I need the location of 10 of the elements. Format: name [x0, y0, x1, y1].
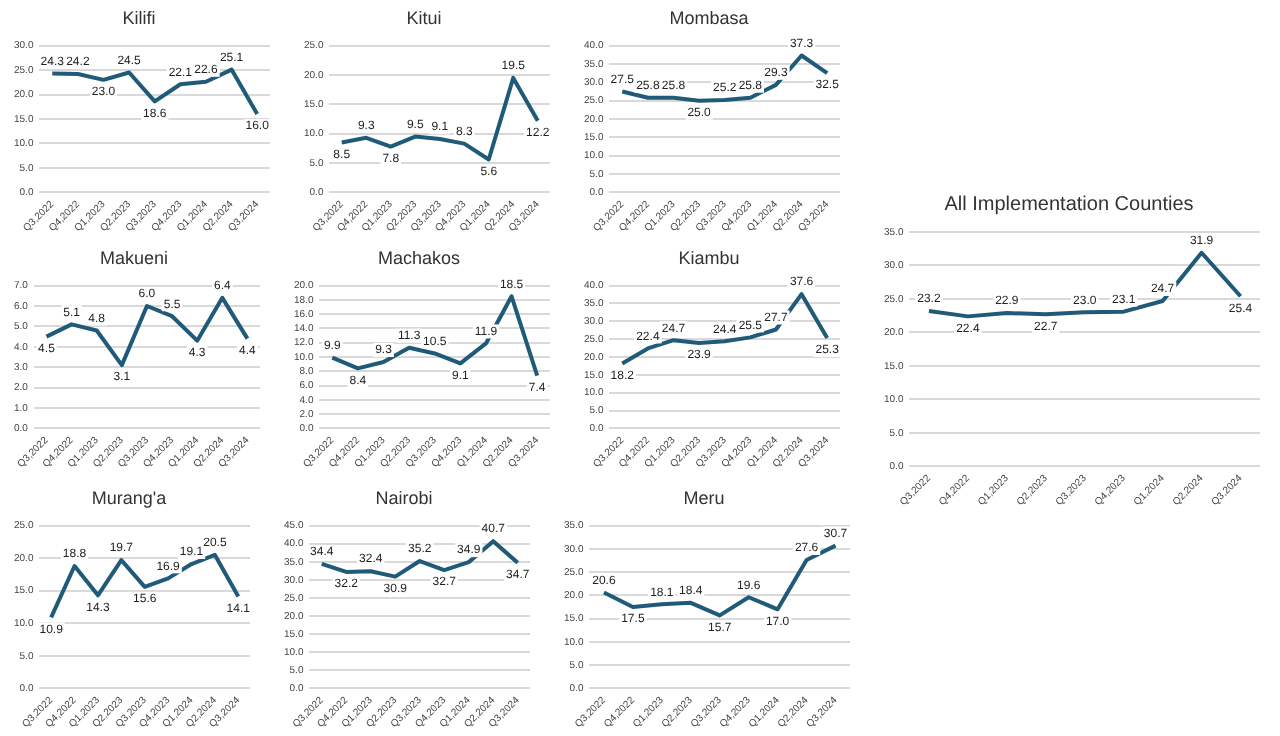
chart-title: Mombasa — [669, 7, 749, 28]
chart-title: Kilifi — [122, 7, 156, 28]
chart-title: Murang'a — [91, 487, 167, 508]
chart-title: Kitui — [406, 7, 442, 28]
chart-title: Makueni — [99, 247, 169, 268]
chart-title: Kiambu — [678, 247, 740, 268]
chart-title: Meru — [683, 487, 725, 508]
chart-title: Nairobi — [375, 487, 433, 508]
chart-title: Machakos — [377, 247, 462, 268]
chart-title: All Implementation Counties — [944, 193, 1194, 216]
